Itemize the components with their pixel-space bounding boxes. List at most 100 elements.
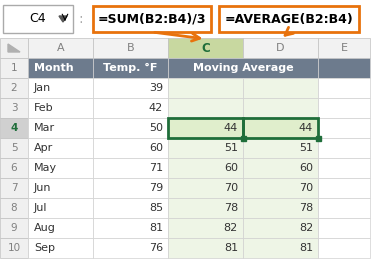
FancyBboxPatch shape xyxy=(219,6,359,32)
Text: 71: 71 xyxy=(149,163,163,173)
Text: Apr: Apr xyxy=(34,143,53,153)
FancyBboxPatch shape xyxy=(28,138,93,158)
Text: C4: C4 xyxy=(30,13,46,26)
FancyBboxPatch shape xyxy=(168,138,243,158)
FancyBboxPatch shape xyxy=(0,158,28,178)
FancyBboxPatch shape xyxy=(243,38,318,58)
FancyBboxPatch shape xyxy=(168,58,318,78)
Text: Jun: Jun xyxy=(34,183,52,193)
Text: =AVERAGE(B2:B4): =AVERAGE(B2:B4) xyxy=(225,13,353,26)
Text: 51: 51 xyxy=(224,143,238,153)
FancyBboxPatch shape xyxy=(28,118,93,138)
Text: 42: 42 xyxy=(149,103,163,113)
Text: 10: 10 xyxy=(7,243,21,253)
Text: 60: 60 xyxy=(299,163,313,173)
FancyBboxPatch shape xyxy=(93,198,168,218)
FancyBboxPatch shape xyxy=(168,238,243,258)
FancyBboxPatch shape xyxy=(318,238,370,258)
Text: 60: 60 xyxy=(149,143,163,153)
FancyBboxPatch shape xyxy=(168,158,243,178)
FancyBboxPatch shape xyxy=(28,98,93,118)
Polygon shape xyxy=(8,44,20,52)
FancyBboxPatch shape xyxy=(318,38,370,58)
FancyBboxPatch shape xyxy=(93,238,168,258)
FancyBboxPatch shape xyxy=(93,158,168,178)
FancyBboxPatch shape xyxy=(0,98,28,118)
Text: D: D xyxy=(276,43,285,53)
Text: 8: 8 xyxy=(11,203,17,213)
FancyBboxPatch shape xyxy=(93,138,168,158)
FancyBboxPatch shape xyxy=(0,138,28,158)
Text: Aug: Aug xyxy=(34,223,56,233)
Text: 2: 2 xyxy=(11,83,17,93)
FancyBboxPatch shape xyxy=(318,118,370,138)
Text: 82: 82 xyxy=(299,223,313,233)
FancyBboxPatch shape xyxy=(243,138,318,158)
FancyBboxPatch shape xyxy=(318,78,370,98)
Text: B: B xyxy=(127,43,134,53)
FancyBboxPatch shape xyxy=(0,218,28,238)
FancyBboxPatch shape xyxy=(243,198,318,218)
FancyBboxPatch shape xyxy=(243,118,318,138)
Text: 78: 78 xyxy=(224,203,238,213)
FancyBboxPatch shape xyxy=(0,58,28,78)
FancyBboxPatch shape xyxy=(28,38,93,58)
FancyBboxPatch shape xyxy=(318,98,370,118)
FancyBboxPatch shape xyxy=(243,178,318,198)
FancyBboxPatch shape xyxy=(168,218,243,238)
FancyBboxPatch shape xyxy=(93,78,168,98)
FancyBboxPatch shape xyxy=(0,178,28,198)
FancyBboxPatch shape xyxy=(93,118,168,138)
Text: Jan: Jan xyxy=(34,83,51,93)
Text: E: E xyxy=(340,43,348,53)
Text: 50: 50 xyxy=(149,123,163,133)
Text: May: May xyxy=(34,163,57,173)
FancyBboxPatch shape xyxy=(93,98,168,118)
Text: C: C xyxy=(201,42,210,54)
FancyBboxPatch shape xyxy=(93,38,168,58)
FancyBboxPatch shape xyxy=(243,98,318,118)
FancyBboxPatch shape xyxy=(0,0,382,38)
FancyBboxPatch shape xyxy=(168,38,243,58)
FancyBboxPatch shape xyxy=(168,178,243,198)
FancyBboxPatch shape xyxy=(28,198,93,218)
FancyBboxPatch shape xyxy=(318,198,370,218)
Text: 60: 60 xyxy=(224,163,238,173)
Bar xyxy=(316,136,321,141)
FancyBboxPatch shape xyxy=(243,238,318,258)
Text: 70: 70 xyxy=(224,183,238,193)
Text: Month: Month xyxy=(34,63,74,73)
FancyBboxPatch shape xyxy=(243,218,318,238)
Text: A: A xyxy=(57,43,64,53)
Text: Sep: Sep xyxy=(34,243,55,253)
Text: 5: 5 xyxy=(11,143,17,153)
Text: Jul: Jul xyxy=(34,203,47,213)
FancyBboxPatch shape xyxy=(168,198,243,218)
FancyBboxPatch shape xyxy=(28,78,93,98)
FancyBboxPatch shape xyxy=(0,238,28,258)
Text: Mar: Mar xyxy=(34,123,55,133)
Bar xyxy=(241,136,246,141)
Text: 81: 81 xyxy=(224,243,238,253)
FancyBboxPatch shape xyxy=(28,178,93,198)
Text: :: : xyxy=(79,12,83,26)
FancyBboxPatch shape xyxy=(318,58,370,78)
FancyBboxPatch shape xyxy=(168,78,243,98)
Text: 7: 7 xyxy=(11,183,17,193)
FancyBboxPatch shape xyxy=(0,198,28,218)
Text: =SUM(B2:B4)/3: =SUM(B2:B4)/3 xyxy=(98,13,206,26)
FancyBboxPatch shape xyxy=(168,98,243,118)
Text: 82: 82 xyxy=(224,223,238,233)
Text: 76: 76 xyxy=(149,243,163,253)
Text: 4: 4 xyxy=(10,123,18,133)
Text: 39: 39 xyxy=(149,83,163,93)
Text: 81: 81 xyxy=(299,243,313,253)
Text: 9: 9 xyxy=(11,223,17,233)
Polygon shape xyxy=(59,16,67,22)
FancyBboxPatch shape xyxy=(28,158,93,178)
FancyBboxPatch shape xyxy=(28,58,93,78)
Text: 44: 44 xyxy=(224,123,238,133)
Text: 6: 6 xyxy=(11,163,17,173)
FancyBboxPatch shape xyxy=(28,218,93,238)
Text: 51: 51 xyxy=(299,143,313,153)
